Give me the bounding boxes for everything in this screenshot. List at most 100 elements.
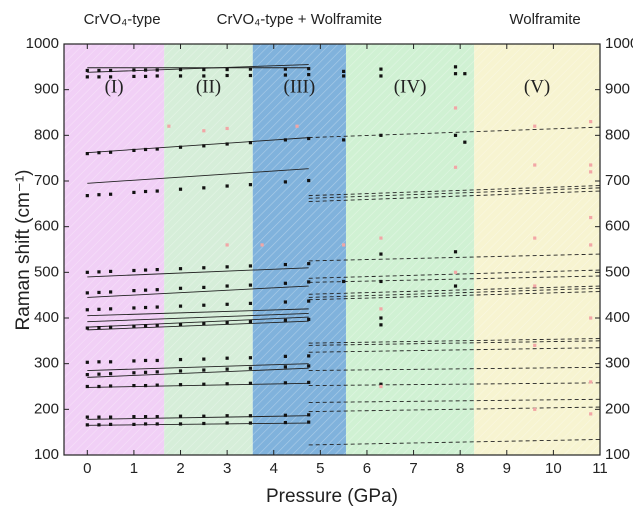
- data-point: [155, 74, 159, 78]
- data-point: [533, 163, 537, 167]
- data-point: [178, 267, 183, 271]
- data-point: [143, 324, 148, 328]
- data-point: [132, 324, 136, 328]
- data-point: [225, 284, 229, 288]
- data-point: [533, 284, 537, 288]
- data-point: [178, 145, 183, 149]
- data-point: [143, 358, 148, 363]
- y-tick-label: 400: [34, 309, 59, 326]
- data-point: [109, 422, 113, 427]
- axes: [63, 43, 601, 456]
- data-point: [379, 67, 383, 71]
- data-point: [85, 68, 89, 73]
- data-point: [178, 369, 183, 373]
- data-point: [225, 73, 229, 78]
- data-point: [85, 373, 89, 377]
- data-point: [342, 69, 346, 73]
- data-point: [155, 305, 159, 309]
- data-point: [155, 288, 159, 292]
- data-point: [283, 413, 287, 417]
- data-point: [283, 67, 287, 71]
- data-point: [225, 382, 229, 386]
- data-point: [202, 382, 206, 386]
- data-point: [202, 144, 206, 148]
- data-point: [307, 280, 311, 284]
- data-point: [225, 367, 229, 371]
- data-point: [225, 265, 229, 269]
- points: [85, 65, 593, 427]
- data-point: [379, 307, 383, 311]
- data-point: [342, 138, 346, 142]
- data-point: [155, 415, 159, 419]
- x-tick-label: 10: [545, 460, 562, 477]
- data-point: [248, 141, 253, 145]
- data-point: [307, 364, 311, 368]
- data-point: [248, 366, 253, 370]
- data-point: [379, 133, 383, 137]
- data-point: [307, 136, 311, 141]
- fit-line: [87, 320, 309, 331]
- data-point: [379, 384, 383, 389]
- data-point: [307, 67, 311, 71]
- x-tick-label: 3: [223, 460, 231, 477]
- data-point: [155, 267, 159, 272]
- data-point: [283, 318, 287, 322]
- data-point: [379, 252, 383, 256]
- data-point: [132, 190, 136, 195]
- data-point: [178, 187, 183, 191]
- data-point: [132, 74, 136, 79]
- region-label: (III): [284, 77, 316, 98]
- data-point: [143, 68, 148, 72]
- data-point: [109, 325, 113, 329]
- data-point: [155, 422, 159, 426]
- data-point: [178, 74, 183, 78]
- data-point: [97, 423, 101, 427]
- data-point: [97, 415, 101, 419]
- data-point: [202, 421, 206, 426]
- data-point: [342, 74, 346, 78]
- x-tick-label: 4: [270, 460, 278, 477]
- data-point: [283, 281, 287, 285]
- x-tick-label: 6: [363, 460, 371, 477]
- data-point: [143, 74, 148, 79]
- data-point: [225, 184, 229, 188]
- data-point: [97, 372, 101, 376]
- data-point: [248, 283, 253, 287]
- data-point: [379, 236, 383, 240]
- data-point: [379, 323, 383, 327]
- data-point: [109, 290, 113, 294]
- data-point: [589, 412, 593, 416]
- data-point: [379, 316, 383, 320]
- x-tick-label: 8: [456, 460, 464, 477]
- data-point: [453, 165, 458, 169]
- data-point: [225, 421, 229, 425]
- y-tick-label: 600: [34, 218, 59, 235]
- data-point: [155, 323, 159, 327]
- fit-line: [87, 415, 309, 420]
- data-point: [143, 147, 148, 152]
- data-point: [589, 120, 593, 124]
- data-point: [283, 180, 287, 184]
- data-point: [109, 307, 113, 311]
- data-point: [155, 189, 159, 193]
- data-point: [307, 178, 311, 183]
- data-point: [342, 243, 346, 247]
- data-point: [202, 74, 206, 78]
- data-point: [155, 68, 159, 72]
- data-point: [109, 384, 113, 388]
- x-tick-label: 9: [503, 460, 511, 477]
- y-tick-label-right: 800: [605, 126, 630, 143]
- data-point: [178, 286, 183, 290]
- data-point: [109, 75, 113, 79]
- data-point: [143, 422, 148, 426]
- data-point: [453, 133, 458, 137]
- fit-line: [87, 64, 309, 73]
- data-point: [589, 380, 593, 384]
- data-point: [178, 383, 183, 387]
- data-point: [379, 279, 383, 284]
- y-tick-label-right: 200: [605, 400, 630, 417]
- y-tick-label-right: 400: [605, 309, 630, 326]
- data-point: [225, 356, 229, 360]
- data-point: [155, 383, 159, 387]
